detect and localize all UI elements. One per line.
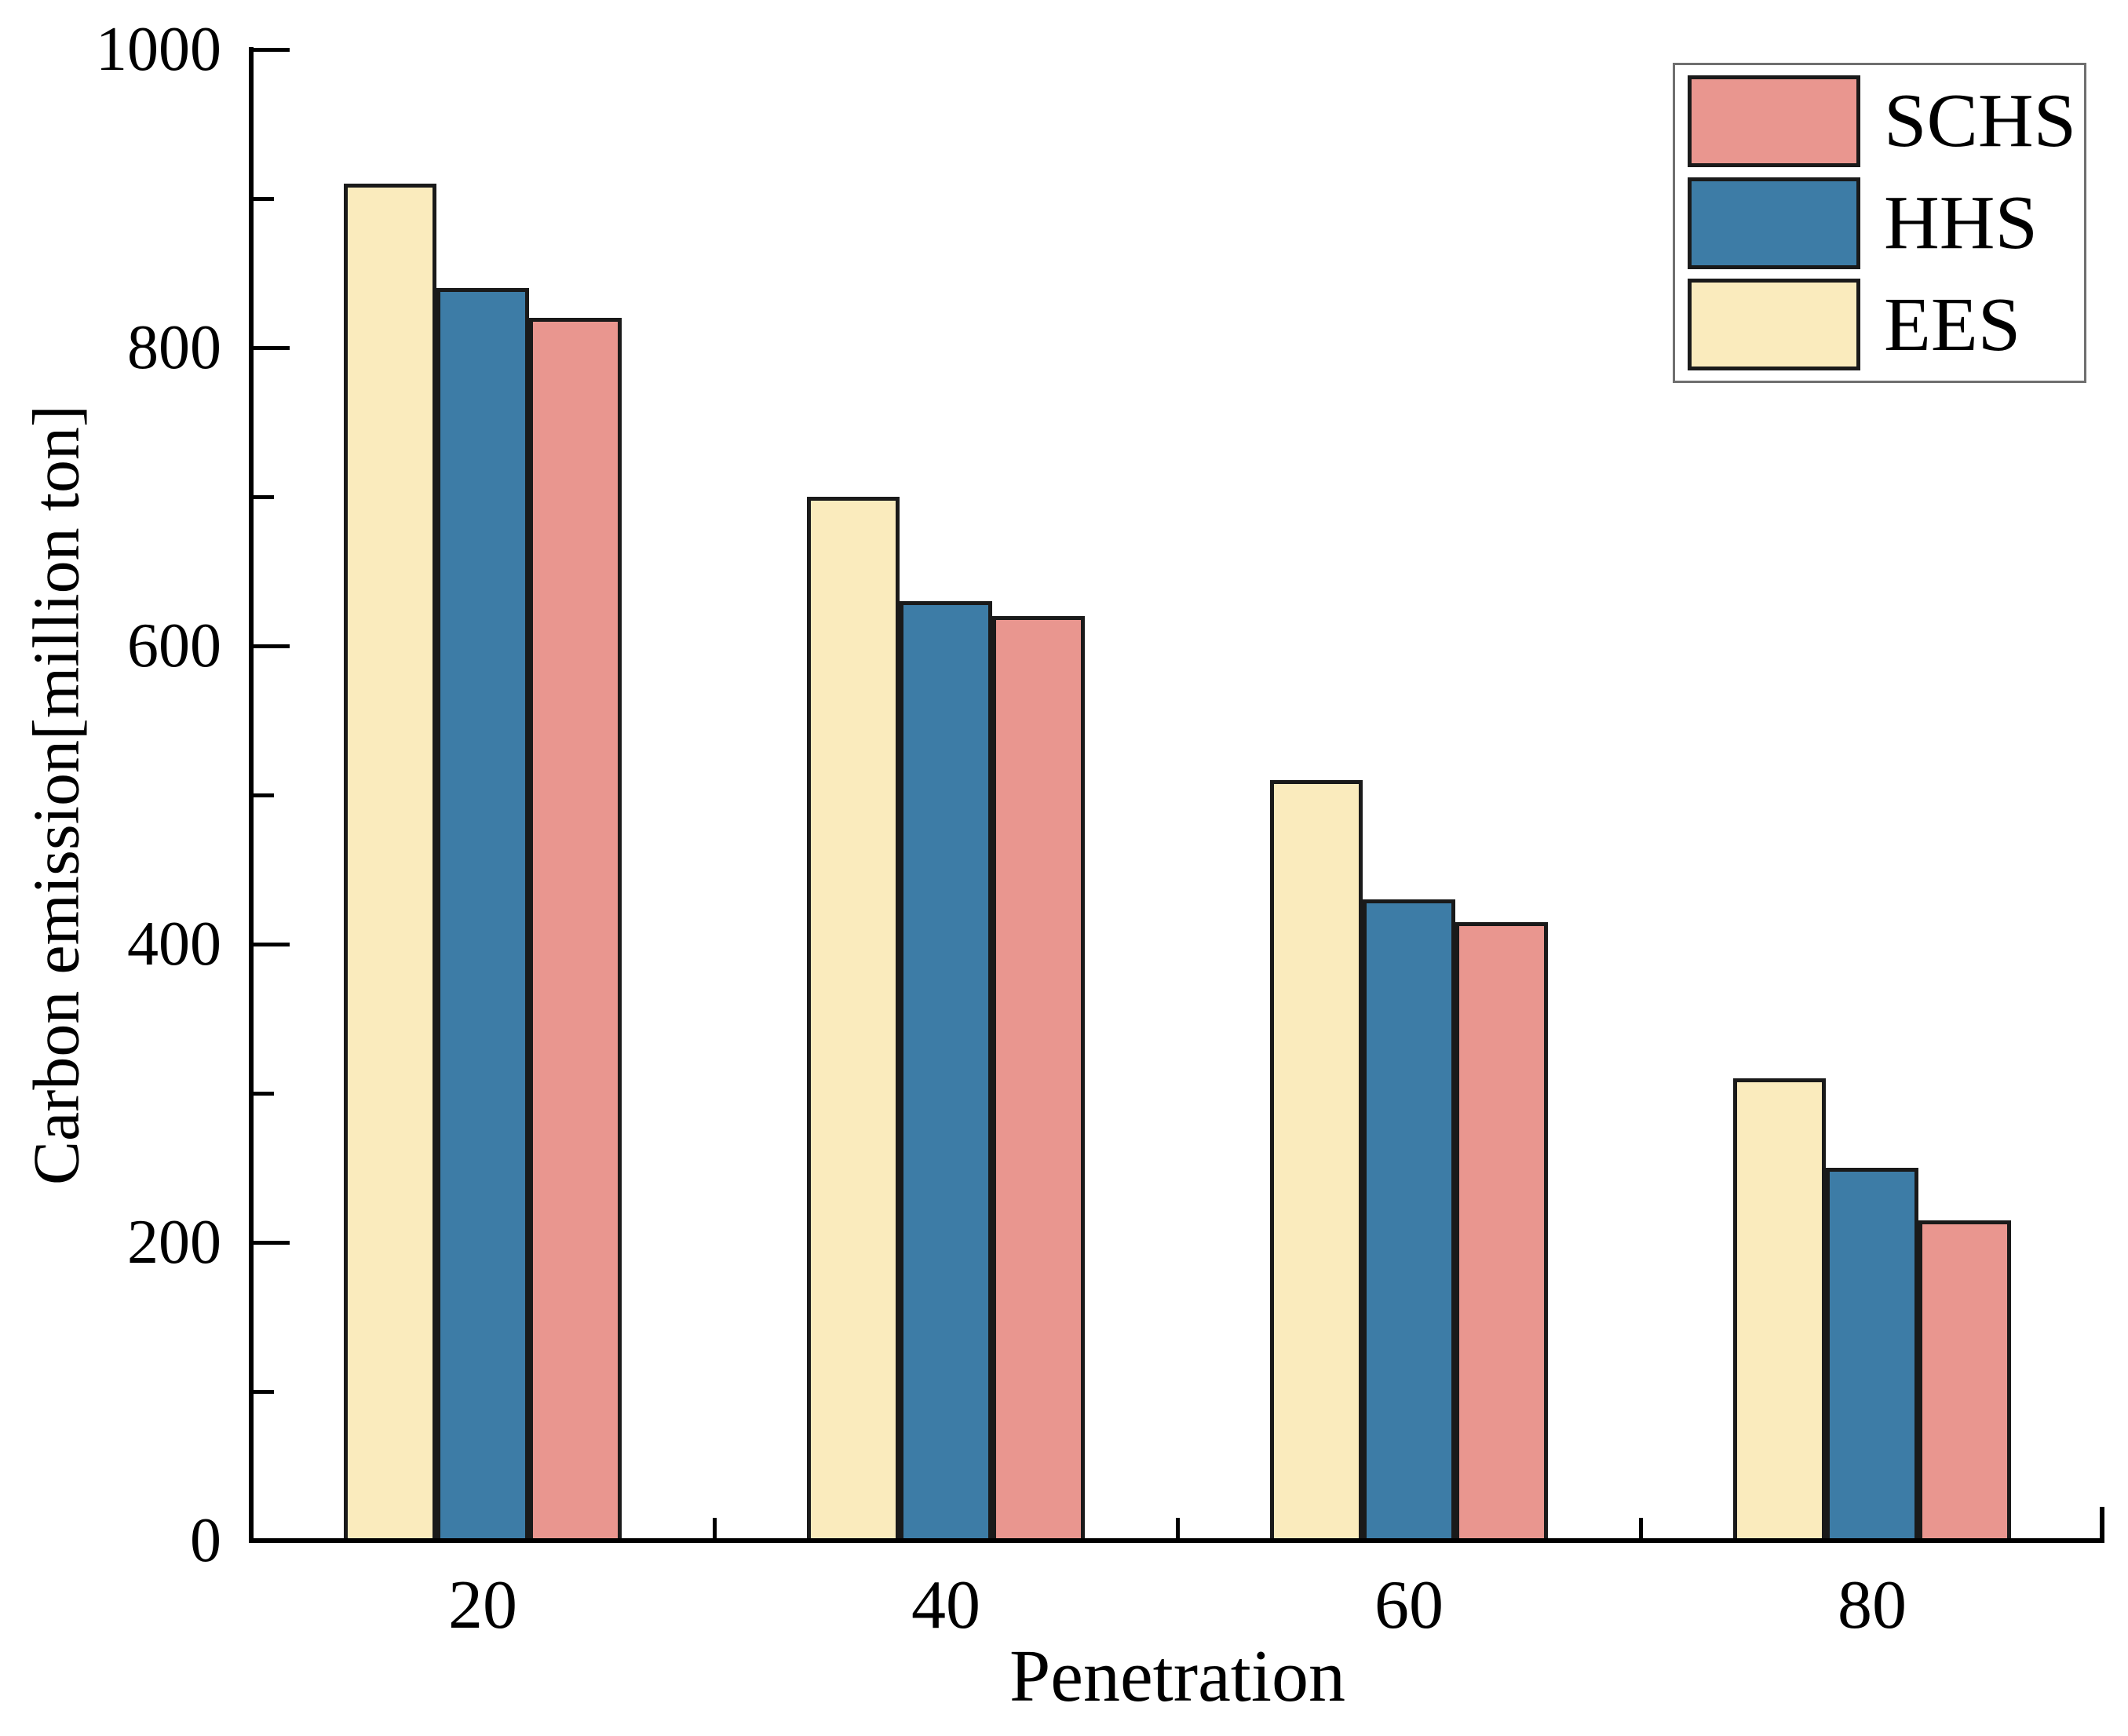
y-major-tick (254, 48, 290, 52)
bar-hhs-40 (900, 601, 992, 1543)
y-axis-spine (249, 47, 254, 1543)
x-axis-title: Penetration (1009, 1636, 1346, 1717)
legend-swatch-hhs (1688, 177, 1860, 269)
x-tick-label: 20 (448, 1567, 517, 1643)
bar-schs-80 (1918, 1220, 2011, 1543)
x-minor-tick (1639, 1518, 1643, 1538)
bar-hhs-80 (1826, 1168, 1918, 1543)
y-minor-tick (254, 197, 274, 201)
x-minor-tick (713, 1518, 717, 1538)
bar-ees-40 (807, 497, 900, 1543)
y-minor-tick (254, 1092, 274, 1096)
legend-label-hhs: HHS (1884, 181, 2039, 265)
bar-ees-80 (1733, 1078, 1826, 1543)
x-minor-tick (1176, 1518, 1180, 1538)
y-major-tick (254, 943, 290, 946)
y-major-tick (254, 644, 290, 648)
y-axis-title: Carbon emission[million ton] (20, 405, 93, 1185)
x-tick-label: 40 (911, 1567, 980, 1643)
legend-item-hhs: HHS (1688, 177, 2084, 269)
legend-swatch-ees (1688, 279, 1860, 371)
bar-ees-20 (344, 184, 436, 1543)
x-axis-end-tick (2100, 1507, 2104, 1543)
bar-hhs-60 (1363, 899, 1455, 1543)
legend-swatch-schs (1688, 75, 1860, 167)
legend-item-schs: SCHS (1688, 75, 2084, 167)
y-major-tick (254, 1241, 290, 1245)
y-tick-label: 800 (127, 313, 221, 382)
bar-ees-60 (1270, 780, 1363, 1543)
legend: SCHS HHS EES (1673, 63, 2086, 383)
legend-label-ees: EES (1884, 282, 2021, 367)
legend-item-ees: EES (1688, 279, 2084, 371)
x-tick-label: 80 (1838, 1567, 1907, 1643)
bar-schs-40 (992, 616, 1085, 1543)
y-major-tick (254, 1539, 290, 1543)
y-tick-label: 200 (127, 1208, 221, 1277)
bar-hhs-20 (436, 288, 529, 1543)
y-tick-label: 0 (190, 1506, 221, 1575)
y-tick-label: 1000 (96, 15, 221, 84)
x-tick-label: 60 (1374, 1567, 1444, 1643)
bar-schs-20 (529, 318, 622, 1543)
y-tick-label: 400 (127, 910, 221, 979)
y-major-tick (254, 346, 290, 350)
bar-schs-60 (1455, 921, 1548, 1543)
y-tick-label: 600 (127, 611, 221, 680)
legend-label-schs: SCHS (1884, 78, 2077, 164)
y-minor-tick (254, 495, 274, 499)
y-minor-tick (254, 1390, 274, 1394)
x-axis-spine (249, 1538, 2104, 1543)
y-minor-tick (254, 793, 274, 797)
